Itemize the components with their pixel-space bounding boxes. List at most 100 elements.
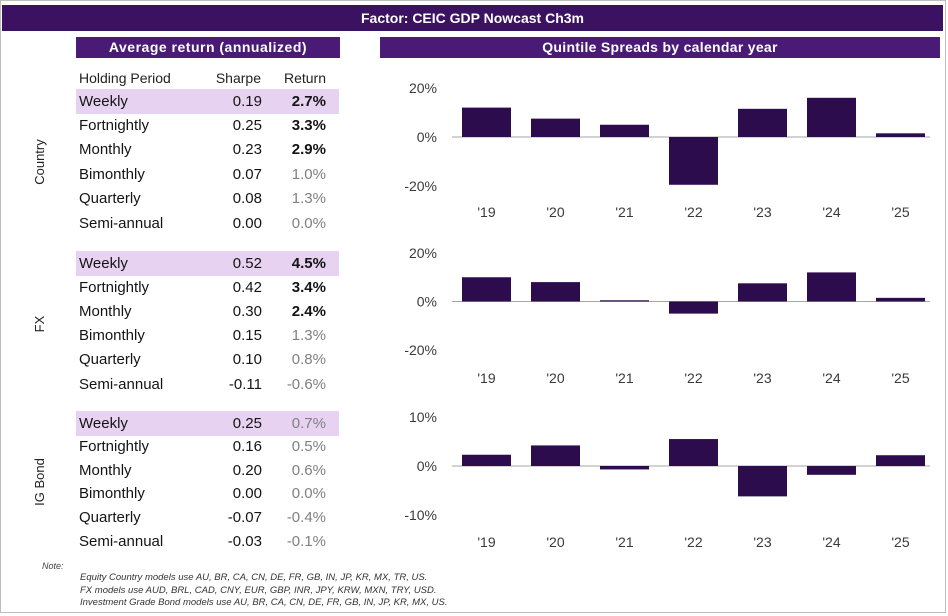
- return-cell: 1.3%: [291, 190, 326, 208]
- holding-period-cell: Fortnightly: [79, 116, 150, 134]
- return-cell: 2.7%: [291, 92, 326, 110]
- holding-period-column-header: Holding Period: [79, 70, 171, 86]
- fx-bar-25: [876, 297, 925, 302]
- holding-period-cell: Bimonthly: [79, 327, 145, 345]
- holding-period-cell: Monthly: [79, 302, 132, 320]
- return-cell: 3.3%: [291, 116, 326, 134]
- sharpe-column-header: Sharpe: [215, 70, 261, 86]
- table-column-headers: Holding Period Sharpe Return: [76, 69, 339, 87]
- table-row-fx-bimonthly: Bimonthly 0.15 1.3%: [76, 323, 339, 348]
- return-cell: 1.0%: [291, 165, 326, 183]
- return-cell: 1.3%: [291, 327, 326, 345]
- x-category-label: '20: [546, 204, 564, 220]
- holding-period-cell: Fortnightly: [79, 438, 150, 456]
- y-tick-label: 20%: [409, 80, 437, 96]
- holding-period-cell: Bimonthly: [79, 485, 145, 503]
- x-category-label: '20: [546, 534, 564, 550]
- x-category-label: '21: [615, 370, 633, 386]
- sharpe-cell: 0.10: [232, 351, 262, 369]
- sharpe-cell: 0.00: [232, 214, 262, 232]
- sharpe-cell: 0.42: [232, 278, 262, 296]
- return-cell: 0.7%: [291, 414, 326, 432]
- sharpe-cell: 0.23: [232, 141, 262, 159]
- sharpe-cell: 0.52: [232, 254, 262, 272]
- average-return-header: Average return (annualized): [76, 37, 340, 58]
- table-row-fx-monthly: Monthly 0.30 2.4%: [76, 299, 339, 324]
- fx-bar-22: [669, 301, 718, 314]
- return-cell: -0.6%: [286, 375, 326, 393]
- table-row-country-semi-annual: Semi-annual 0.00 0.0%: [76, 211, 339, 236]
- table-row-fx-semi-annual: Semi-annual -0.11 -0.6%: [76, 372, 339, 397]
- ig-bond-bar-19: [462, 454, 511, 466]
- fx-bar-21: [600, 300, 649, 302]
- fx-bar-24: [807, 272, 856, 302]
- x-category-label: '23: [753, 534, 771, 550]
- x-category-label: '25: [891, 534, 909, 550]
- quintile-spreads-header: Quintile Spreads by calendar year: [380, 37, 940, 58]
- y-tick-label: 0%: [417, 458, 437, 474]
- x-category-label: '20: [546, 370, 564, 386]
- fx-bar-23: [738, 283, 787, 302]
- holding-period-cell: Semi-annual: [79, 532, 164, 550]
- country-bar-25: [876, 133, 925, 137]
- note-line: Equity Country models use AU, BR, CA, CN…: [80, 572, 428, 583]
- quintile-spread-charts: 20% 0% -20% '19 '20 '21 '22 '23 '24 '25 20% 0% -20% '…: [404, 80, 930, 550]
- y-tick-label: 0%: [417, 129, 437, 145]
- table-row-ig-bond-fortnightly: Fortnightly 0.16 0.5%: [76, 434, 339, 459]
- note-line: Investment Grade Bond models use AU, BR,…: [80, 597, 448, 608]
- note-line: FX models use AUD, BRL, CAD, CNY, EUR, G…: [80, 584, 437, 596]
- figure-title: Factor: CEIC GDP Nowcast Ch3m: [2, 5, 943, 31]
- y-tick-label: -10%: [404, 507, 437, 523]
- y-tick-label: 10%: [409, 409, 437, 425]
- table-row-country-monthly: Monthly 0.23 2.9%: [76, 137, 339, 162]
- fx-bar-20: [531, 282, 580, 302]
- x-category-label: '19: [477, 534, 495, 550]
- x-category-label: '22: [684, 370, 702, 386]
- table-row-country-bimonthly: Bimonthly 0.07 1.0%: [76, 162, 339, 187]
- return-cell: 0.6%: [291, 461, 326, 479]
- table-row-fx-quarterly: Quarterly 0.10 0.8%: [76, 347, 339, 372]
- fx-bar-19: [462, 277, 511, 302]
- table-row-ig-bond-monthly: Monthly 0.20 0.6%: [76, 458, 339, 483]
- ig-bond-bar-24: [807, 466, 856, 475]
- x-category-label: '24: [822, 534, 840, 550]
- return-cell: 0.8%: [291, 351, 326, 369]
- table-row-ig-bond-weekly: Weekly 0.25 0.7%: [76, 410, 339, 436]
- country-bar-20: [531, 118, 580, 137]
- x-category-label: '25: [891, 370, 909, 386]
- x-category-label: '23: [753, 204, 771, 220]
- table-row-ig-bond-bimonthly: Bimonthly 0.00 0.0%: [76, 481, 339, 506]
- ig-bond-bar-21: [600, 466, 649, 470]
- group-label-fx: FX: [32, 315, 47, 332]
- holding-period-cell: Quarterly: [79, 190, 141, 208]
- sharpe-cell: 0.08: [232, 190, 262, 208]
- sharpe-cell: 0.20: [232, 461, 262, 479]
- y-tick-label: -20%: [404, 342, 437, 358]
- sharpe-cell: -0.07: [227, 508, 262, 526]
- holding-period-cell: Quarterly: [79, 351, 141, 369]
- x-category-label: '19: [477, 370, 495, 386]
- return-cell: 3.4%: [291, 278, 326, 296]
- return-cell: -0.4%: [286, 508, 326, 526]
- group-label-country: Country: [32, 139, 47, 185]
- country-bar-24: [807, 97, 856, 137]
- country-bar-23: [738, 108, 787, 137]
- sharpe-cell: 0.16: [232, 438, 262, 456]
- holding-period-cell: Semi-annual: [79, 214, 164, 232]
- group-label-ig-bond: IG Bond: [32, 458, 47, 506]
- sharpe-cell: -0.11: [228, 375, 262, 393]
- ig-bond-spread-chart: 10% 0% -10% '19 '20 '21 '22 '23 '24 '25: [404, 409, 930, 550]
- y-tick-label: 20%: [409, 245, 437, 261]
- ig-bond-bar-22: [669, 439, 718, 466]
- holding-period-cell: Bimonthly: [79, 165, 145, 183]
- sharpe-cell: 0.25: [232, 116, 262, 134]
- x-category-label: '19: [477, 204, 495, 220]
- ig-bond-bar-25: [876, 455, 925, 466]
- sharpe-cell: 0.00: [232, 485, 262, 503]
- y-tick-label: 0%: [417, 294, 437, 310]
- country-bar-19: [462, 107, 511, 137]
- x-category-label: '21: [615, 204, 633, 220]
- return-cell: 2.9%: [291, 141, 326, 159]
- sharpe-cell: 0.30: [232, 302, 262, 320]
